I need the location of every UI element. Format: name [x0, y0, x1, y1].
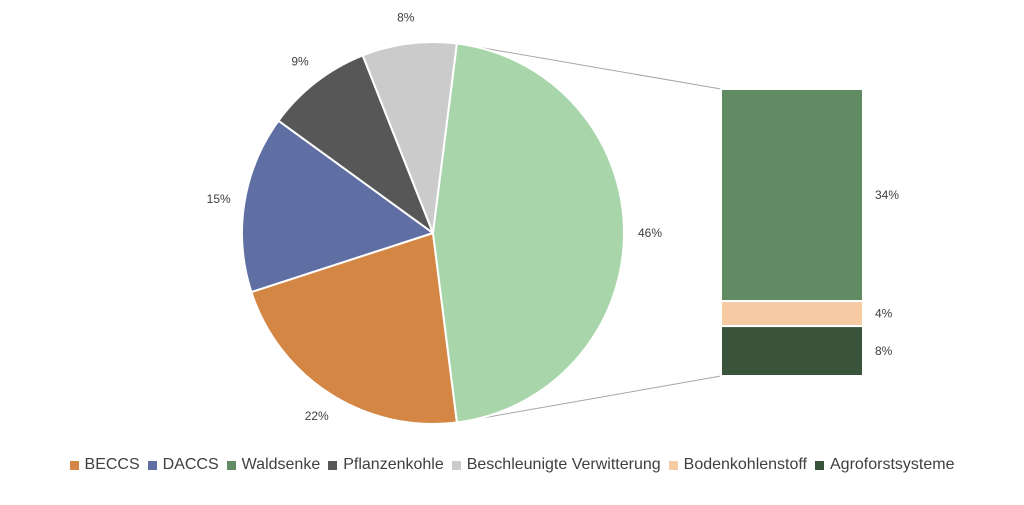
pie-label-other: 46%: [638, 226, 662, 240]
legend-swatch: [815, 460, 824, 470]
bar-segment-waldsenke: [720, 88, 864, 303]
pie-slice-other: [431, 42, 626, 424]
bar-segment-agroforstsysteme: [720, 325, 864, 377]
pie-label-beschleunigte-verwitterung: 8%: [397, 11, 415, 25]
pie-slice-pflanzenkohle: [277, 54, 436, 236]
legend-label: Pflanzenkohle: [343, 456, 444, 473]
connector-line-top: [456, 43, 722, 90]
legend-label: Waldsenke: [241, 456, 321, 473]
legend-item-daccs: DACCS: [147, 456, 219, 474]
pie-slice-beccs: [250, 231, 459, 425]
pie-slice-daccs: [241, 119, 436, 294]
legend-swatch: [69, 460, 79, 470]
pie-label-daccs: 15%: [207, 192, 231, 206]
legend-label: BECCS: [84, 456, 140, 473]
bar-label-agroforstsysteme: 8%: [875, 344, 893, 358]
pie-label-pflanzenkohle: 9%: [291, 55, 309, 69]
legend-item-beccs: BECCS: [69, 456, 140, 474]
legend-label: Agroforstsysteme: [830, 456, 955, 473]
pie-slice-beschleunigte-verwitterung: [361, 41, 459, 234]
legend-swatch: [226, 460, 236, 470]
bar-label-bodenkohlenstoff: 4%: [875, 307, 893, 321]
stacked-bar: 34% 4% 8%: [720, 88, 899, 377]
legend-swatch: [328, 460, 338, 470]
legend-label: Beschleunigte Verwitterung: [466, 456, 661, 473]
legend-swatch: [451, 460, 461, 470]
legend-item-agroforstsysteme: Agroforstsysteme: [815, 456, 954, 474]
legend-item-waldsenke: Waldsenke: [226, 456, 321, 474]
legend-swatch: [147, 460, 157, 470]
legend-item-bodenkohlenstoff: Bodenkohlenstoff: [668, 456, 807, 474]
pie-chart: 22% 15% 9% 8% 46%: [207, 11, 662, 425]
legend-swatch: [668, 460, 678, 470]
legend-label: Bodenkohlenstoff: [683, 456, 807, 473]
legend-label: DACCS: [162, 456, 219, 473]
bar-label-waldsenke: 34%: [875, 188, 899, 202]
legend-item-pflanzenkohle: Pflanzenkohle: [328, 456, 444, 474]
chart-legend: BECCS DACCS Waldsenke Pflanzenkohle Beschleu…: [0, 456, 1024, 474]
legend-item-beschleunigte-verwitterung: Beschleunigte Verwitterung: [451, 456, 661, 474]
pie-label-beccs: 22%: [305, 409, 329, 423]
connector-line-bottom: [456, 375, 722, 423]
bar-segment-bodenkohlenstoff: [720, 300, 864, 328]
